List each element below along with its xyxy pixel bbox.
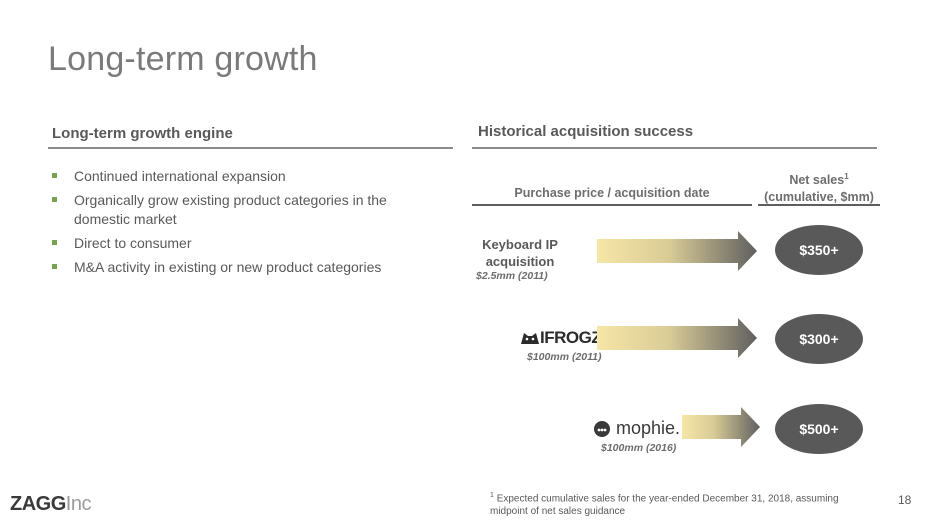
mophie-logo: mophie.: [594, 418, 680, 439]
zagg-logo-name: ZAGG: [10, 493, 66, 515]
net-sales-underline: [758, 204, 880, 206]
net-sales-oval: $300+: [775, 314, 863, 364]
ifrogz-logo-text: IFROGZ: [540, 328, 602, 347]
bullet-text: M&A activity in existing or new product …: [74, 259, 382, 275]
bullet-text: Direct to consumer: [74, 235, 192, 251]
bullet-list: Continued international expansion Organi…: [50, 167, 445, 282]
gradient-arrow: [597, 318, 757, 358]
left-section-heading: Long-term growth engine: [52, 125, 233, 142]
net-sales-oval: $500+: [775, 404, 863, 454]
bullet-marker: [52, 197, 57, 202]
acquisition-price: $2.5mm (2011): [476, 270, 548, 282]
net-sales-oval: $350+: [775, 225, 863, 275]
bullet-item: Continued international expansion: [50, 167, 445, 186]
purchase-price-underline: [472, 204, 752, 206]
acquisition-price: $100mm (2016): [601, 442, 677, 454]
bullet-marker: [52, 264, 57, 269]
right-section-heading: Historical acquisition success: [478, 123, 694, 140]
right-section-rule: [472, 147, 877, 149]
purchase-price-heading: Purchase price / acquisition date: [514, 186, 710, 200]
bullet-item: Direct to consumer: [50, 234, 445, 253]
footnote: 1 Expected cumulative sales for the year…: [490, 489, 870, 518]
bullet-item: M&A activity in existing or new product …: [50, 258, 445, 277]
net-sales-heading: Net sales1 (cumulative, $mm): [756, 168, 882, 206]
acquisition-name-keyboard-ip: Keyboard IP acquisition: [482, 237, 558, 269]
ifrogz-logo: IFROGZ ®: [520, 328, 607, 348]
left-section-rule: [48, 147, 453, 149]
mophie-logo-text: mophie.: [616, 418, 681, 438]
net-sales-heading-line1: Net sales: [789, 173, 845, 188]
net-sales-heading-line2: (cumulative, $mm): [764, 190, 874, 205]
bullet-marker: [52, 173, 57, 178]
bullet-item: Organically grow existing product catego…: [50, 191, 445, 229]
gradient-arrow: [597, 231, 757, 271]
ifrogz-frog-icon: [521, 333, 539, 344]
bullet-marker: [52, 240, 57, 245]
footnote-text: Expected cumulative sales for the year-e…: [490, 493, 839, 518]
zagg-logo: ZAGGInc: [10, 493, 91, 516]
page-title: Long-term growth: [48, 40, 318, 78]
zagg-logo-suffix: Inc: [65, 493, 92, 515]
page-number: 18: [898, 493, 912, 507]
gradient-arrow: [682, 407, 760, 447]
acquisition-price: $100mm (2011): [527, 351, 602, 363]
footnote-ref: 1: [844, 172, 849, 181]
bullet-text: Organically grow existing product catego…: [74, 192, 387, 227]
bullet-text: Continued international expansion: [74, 168, 286, 184]
mophie-mark-icon: [594, 420, 610, 437]
footnote-marker: 1: [490, 492, 494, 499]
